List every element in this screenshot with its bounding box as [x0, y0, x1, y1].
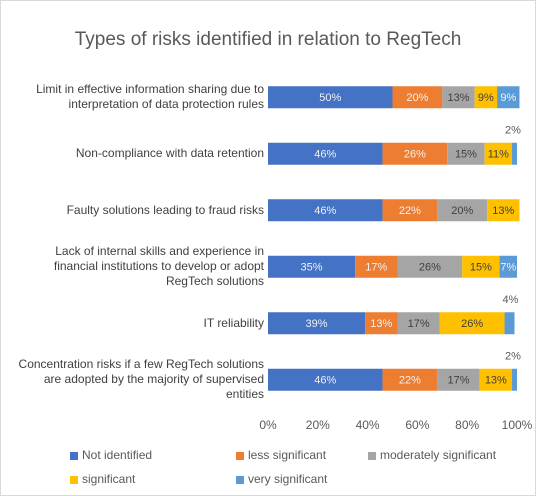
- data-label: 9%: [500, 92, 516, 104]
- bar-segment: [268, 142, 383, 165]
- legend-swatch: [236, 476, 244, 484]
- data-label: 2%: [505, 351, 521, 363]
- bar-segment: [497, 86, 520, 109]
- data-label: 2%: [505, 125, 521, 137]
- legend-label: significant: [82, 472, 136, 486]
- bar-segment: [382, 199, 438, 222]
- legend-label: very significant: [248, 472, 328, 486]
- bar-segment: [439, 312, 505, 335]
- data-label: 46%: [314, 205, 336, 217]
- data-label: 15%: [470, 262, 492, 274]
- data-label: 11%: [488, 149, 509, 161]
- data-label: 7%: [500, 262, 516, 274]
- bar-segment: [268, 368, 383, 391]
- bar-segment: [512, 368, 517, 391]
- bar-segment: [268, 86, 393, 109]
- bar-segment: [392, 86, 443, 109]
- legend-label: less significant: [248, 448, 327, 462]
- data-label: 26%: [419, 262, 441, 274]
- bar-segment: [462, 255, 500, 278]
- chart-title: Types of risks identified in relation to…: [75, 29, 462, 50]
- data-label: 9%: [478, 92, 494, 104]
- bar-segment: [437, 368, 480, 391]
- data-label: 50%: [319, 92, 341, 104]
- legend-label: Not identified: [82, 448, 152, 462]
- bar-segment: [382, 368, 438, 391]
- bar-segment: [397, 255, 463, 278]
- category-label: IT reliability: [203, 315, 264, 330]
- legend-swatch: [236, 452, 244, 460]
- data-label: 17%: [365, 262, 387, 274]
- data-label: 17%: [447, 375, 469, 387]
- category-label: Faulty solutions leading to fraud risks: [66, 202, 264, 217]
- data-label: 22%: [399, 375, 421, 387]
- x-tick-label: 0%: [259, 418, 277, 432]
- data-label: 22%: [399, 205, 421, 217]
- bar-segment: [397, 312, 440, 335]
- bar-segment: [447, 142, 485, 165]
- category-label: Limit in effective information sharing d…: [36, 82, 264, 112]
- data-label: 13%: [485, 375, 507, 387]
- legend-label: moderately significant: [380, 448, 497, 462]
- bar-segment: [479, 368, 513, 391]
- data-label: 13%: [447, 92, 469, 104]
- category-label: Non-compliance with data retention: [75, 146, 264, 161]
- legend-swatch: [70, 476, 78, 484]
- x-tick-label: 80%: [455, 418, 479, 432]
- data-label: 39%: [306, 318, 328, 330]
- legend-swatch: [70, 452, 78, 460]
- bar-segment: [268, 312, 366, 335]
- bar-segment: [484, 142, 513, 165]
- x-tick-label: 100%: [502, 418, 533, 432]
- bar-segment: [268, 255, 356, 278]
- category-label: Concentration risks if a few RegTech sol…: [18, 357, 264, 402]
- data-label: 13%: [492, 205, 514, 217]
- data-label: 15%: [455, 149, 477, 161]
- x-tick-label: 20%: [306, 418, 330, 432]
- bar-segment: [365, 312, 398, 335]
- data-label: 26%: [461, 318, 483, 330]
- bar-segment: [487, 199, 520, 222]
- data-label: 17%: [408, 318, 430, 330]
- data-label: 46%: [314, 149, 336, 161]
- bar-segment: [504, 312, 515, 335]
- bar-segment: [437, 199, 488, 222]
- x-tick-label: 60%: [405, 418, 429, 432]
- bar-segment: [499, 255, 517, 278]
- bar-segment: [268, 199, 383, 222]
- data-label: 13%: [370, 318, 392, 330]
- bar-segment: [474, 86, 498, 109]
- legend-swatch: [368, 452, 376, 460]
- bar-segment: [355, 255, 398, 278]
- data-label: 46%: [314, 375, 336, 387]
- data-label: 20%: [406, 92, 428, 104]
- bar-segment: [512, 142, 517, 165]
- data-label: 35%: [301, 262, 323, 274]
- x-tick-label: 40%: [356, 418, 380, 432]
- data-label: 4%: [503, 294, 519, 306]
- data-label: 26%: [404, 149, 426, 161]
- bar-segment: [442, 86, 475, 109]
- bar-segment: [382, 142, 448, 165]
- data-label: 20%: [451, 205, 473, 217]
- category-label: Lack of internal skills and experience i…: [53, 244, 264, 289]
